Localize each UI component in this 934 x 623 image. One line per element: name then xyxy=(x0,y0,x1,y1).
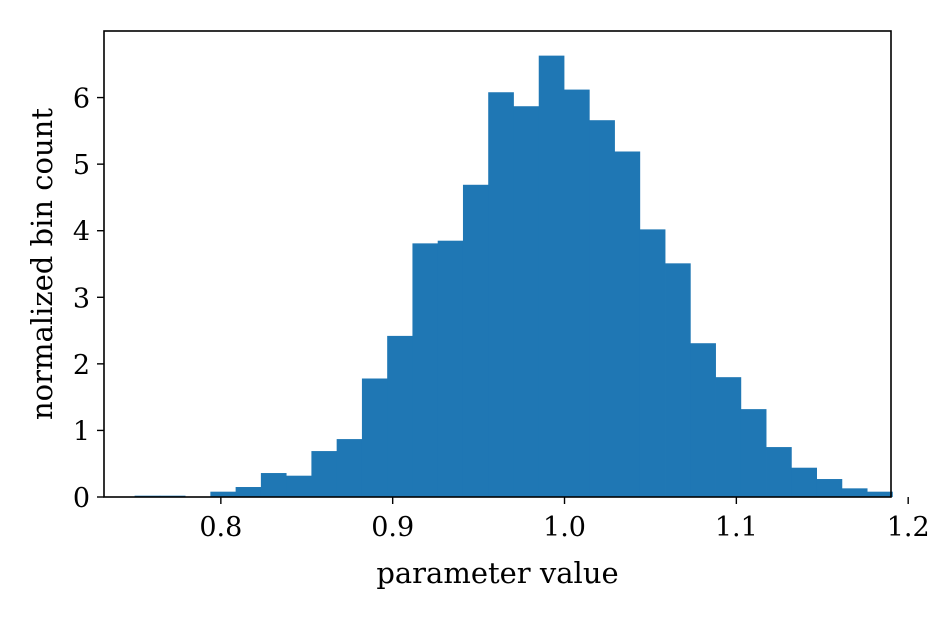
histogram-bar-24 xyxy=(715,377,742,497)
histogram-bar-4 xyxy=(210,491,237,497)
y-tick-label: 1 xyxy=(73,416,90,447)
histogram-bar-17 xyxy=(538,55,565,497)
x-tick-label: 1.2 xyxy=(887,512,930,543)
x-tick-label: 0.9 xyxy=(371,512,414,543)
histogram-bar-14 xyxy=(462,184,489,497)
histogram-bar-28 xyxy=(816,479,843,497)
histogram-bar-10 xyxy=(361,378,388,497)
histogram-bar-30 xyxy=(867,491,893,497)
x-axis-ticks: 0.8 0.9 1.0 1.1 1.2 xyxy=(199,497,930,543)
histogram-bar-21 xyxy=(639,229,666,497)
histogram-bars xyxy=(134,55,893,498)
histogram-bar-19 xyxy=(589,120,615,497)
y-tick-label: 4 xyxy=(73,217,90,248)
x-axis-label: parameter value xyxy=(376,556,618,590)
histogram-bar-27 xyxy=(791,467,817,497)
y-axis-label: normalized bin count xyxy=(25,108,59,420)
y-tick-label: 5 xyxy=(73,150,90,181)
x-tick-label: 1.0 xyxy=(543,512,586,543)
histogram-bar-22 xyxy=(665,263,691,497)
histogram-bar-25 xyxy=(740,409,767,497)
histogram-bar-23 xyxy=(690,343,716,497)
x-tick-label: 0.8 xyxy=(199,512,242,543)
histogram-bar-9 xyxy=(336,439,363,497)
y-tick-label: 3 xyxy=(73,283,90,314)
histogram-bar-6 xyxy=(260,473,287,497)
histogram-bar-8 xyxy=(311,451,338,497)
y-axis-ticks: 0 1 2 3 4 5 6 xyxy=(73,84,104,514)
histogram-bar-18 xyxy=(563,89,590,497)
histogram-bar-29 xyxy=(841,488,868,497)
histogram-bar-5 xyxy=(235,487,262,497)
y-tick-label: 6 xyxy=(73,84,90,115)
y-tick-label: 0 xyxy=(73,483,90,514)
histogram-bar-11 xyxy=(387,335,413,497)
histogram-bar-7 xyxy=(286,475,312,497)
histogram-bar-26 xyxy=(766,447,792,497)
plot-frame xyxy=(103,30,892,498)
histogram-bar-20 xyxy=(614,151,641,497)
x-tick-label: 1.1 xyxy=(715,512,758,543)
histogram-bar-13 xyxy=(437,240,464,497)
y-tick-label: 2 xyxy=(73,350,90,381)
histogram-bar-12 xyxy=(412,243,439,497)
histogram-bar-15 xyxy=(488,92,514,497)
histogram-bar-16 xyxy=(513,106,540,498)
